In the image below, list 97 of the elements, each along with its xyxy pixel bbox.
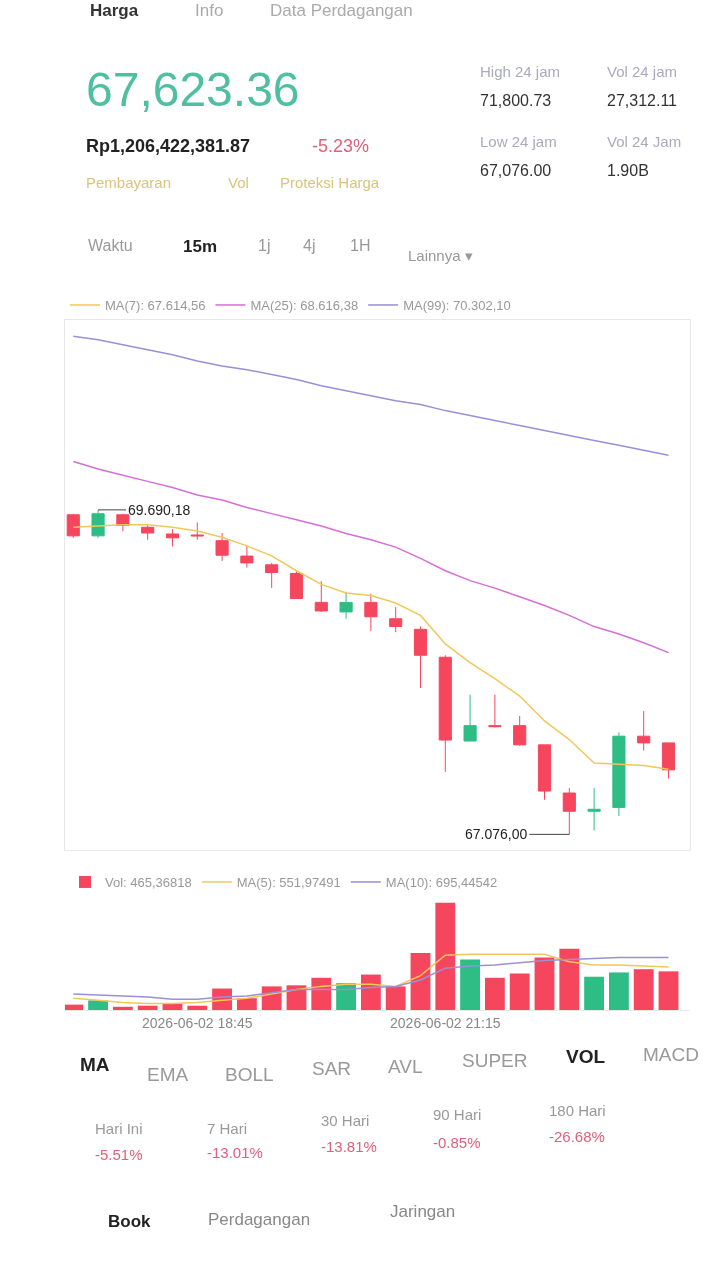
bar <box>236 998 257 1010</box>
bar <box>584 976 605 1010</box>
text: 7 Hari <box>207 1120 248 1137</box>
legend-label: MA(5): 551,97491 <box>236 875 341 891</box>
text: Vol <box>228 174 249 191</box>
text: 27,312.11 <box>607 92 677 110</box>
text: Pembayaran <box>86 174 172 191</box>
bar <box>509 973 530 1010</box>
bar <box>137 1005 158 1010</box>
bar <box>484 977 505 1010</box>
bar <box>435 902 456 1010</box>
text: 1H <box>350 237 371 255</box>
candlestick <box>537 744 552 801</box>
bar <box>633 969 654 1010</box>
candlestick <box>215 532 229 562</box>
text: Perdagangan <box>208 1210 311 1230</box>
candlestick <box>389 606 403 633</box>
legend-label: MA(7): 67.614,56 <box>105 298 206 314</box>
x-tick-label: 2026-06-02 21:15 <box>390 1014 501 1031</box>
text: -0.85% <box>433 1134 481 1151</box>
text: -26.68% <box>549 1128 605 1145</box>
text: 1j <box>258 237 271 255</box>
candlestick <box>339 591 353 620</box>
text: BOLL <box>225 1064 274 1086</box>
text: 1.90B <box>607 162 649 180</box>
bar <box>360 974 381 1010</box>
annotation: 67.076,00 <box>465 826 528 842</box>
bar <box>112 1006 133 1010</box>
text: Jaringan <box>390 1202 456 1222</box>
x-tick-label: 2026-06-02 18:45 <box>142 1014 253 1031</box>
text: VOL <box>566 1046 606 1068</box>
text: Data Perdagangan <box>270 1 413 21</box>
bar <box>385 986 406 1010</box>
candlestick <box>116 513 130 532</box>
text: SAR <box>312 1058 352 1080</box>
text: -13.01% <box>207 1144 263 1161</box>
text: 71,800.73 <box>480 92 552 110</box>
bar <box>658 971 679 1010</box>
text: 15m <box>183 237 218 257</box>
text: Rp1,206,422,381.87 <box>86 136 251 157</box>
text: EMA <box>147 1064 189 1086</box>
candlestick <box>240 545 254 569</box>
text: AVL <box>388 1056 423 1078</box>
candlestick <box>165 528 180 548</box>
text: Waktu <box>88 237 133 255</box>
text: -13.81% <box>321 1138 377 1155</box>
text: SUPER <box>462 1050 528 1072</box>
candlestick <box>91 509 105 539</box>
candlestick <box>364 593 378 632</box>
candlestick <box>265 562 279 589</box>
text: Vol 24 Jam <box>607 133 682 150</box>
text: -5.23% <box>312 136 370 157</box>
candlestick <box>612 731 626 817</box>
candlestick <box>513 715 527 747</box>
text: MACD <box>643 1044 699 1066</box>
text: 90 Hari <box>433 1106 482 1123</box>
text: Book <box>108 1212 151 1232</box>
legend-label: MA(25): 68.616,38 <box>250 298 359 314</box>
candlestick <box>463 694 477 742</box>
text: 67,076.00 <box>480 162 552 180</box>
legend-label: MA(99): 70.302,10 <box>403 298 511 314</box>
bar <box>460 959 481 1010</box>
text: Lainnya ▾ <box>408 247 473 265</box>
candlestick <box>289 570 304 600</box>
bar <box>187 1005 208 1010</box>
text: -5.51% <box>95 1146 143 1163</box>
text: 180 Hari <box>549 1102 606 1119</box>
text: Harga <box>90 1 139 21</box>
legend-label: MA(10): 695,44542 <box>385 875 498 891</box>
candlestick <box>488 694 502 728</box>
text: Vol 24 jam <box>607 63 678 80</box>
bar <box>286 985 307 1010</box>
candlestick <box>66 513 80 539</box>
candlestick <box>562 787 576 835</box>
annotation: 69.690,18 <box>128 502 191 518</box>
candlestick <box>661 742 676 780</box>
candlestick <box>314 580 328 613</box>
text: Hari Ini <box>95 1120 143 1137</box>
candlestick <box>413 625 428 689</box>
bar <box>608 972 629 1010</box>
candlestick <box>637 710 651 752</box>
bar <box>65 1004 84 1010</box>
legend-label: Vol: 465,36818 <box>105 875 192 891</box>
text: 67,623.36 <box>86 62 300 117</box>
text: Info <box>195 1 224 21</box>
text: MA <box>80 1054 110 1076</box>
bar <box>534 957 555 1010</box>
bar <box>559 948 580 1010</box>
text: Low 24 jam <box>480 133 557 150</box>
text: 4j <box>303 237 316 255</box>
text: Proteksi Harga <box>280 174 380 191</box>
bar <box>410 953 431 1010</box>
candlestick <box>141 524 155 541</box>
candlestick <box>438 654 452 773</box>
text: 30 Hari <box>321 1112 370 1129</box>
candlestick <box>587 787 601 832</box>
text: High 24 jam <box>480 63 561 80</box>
